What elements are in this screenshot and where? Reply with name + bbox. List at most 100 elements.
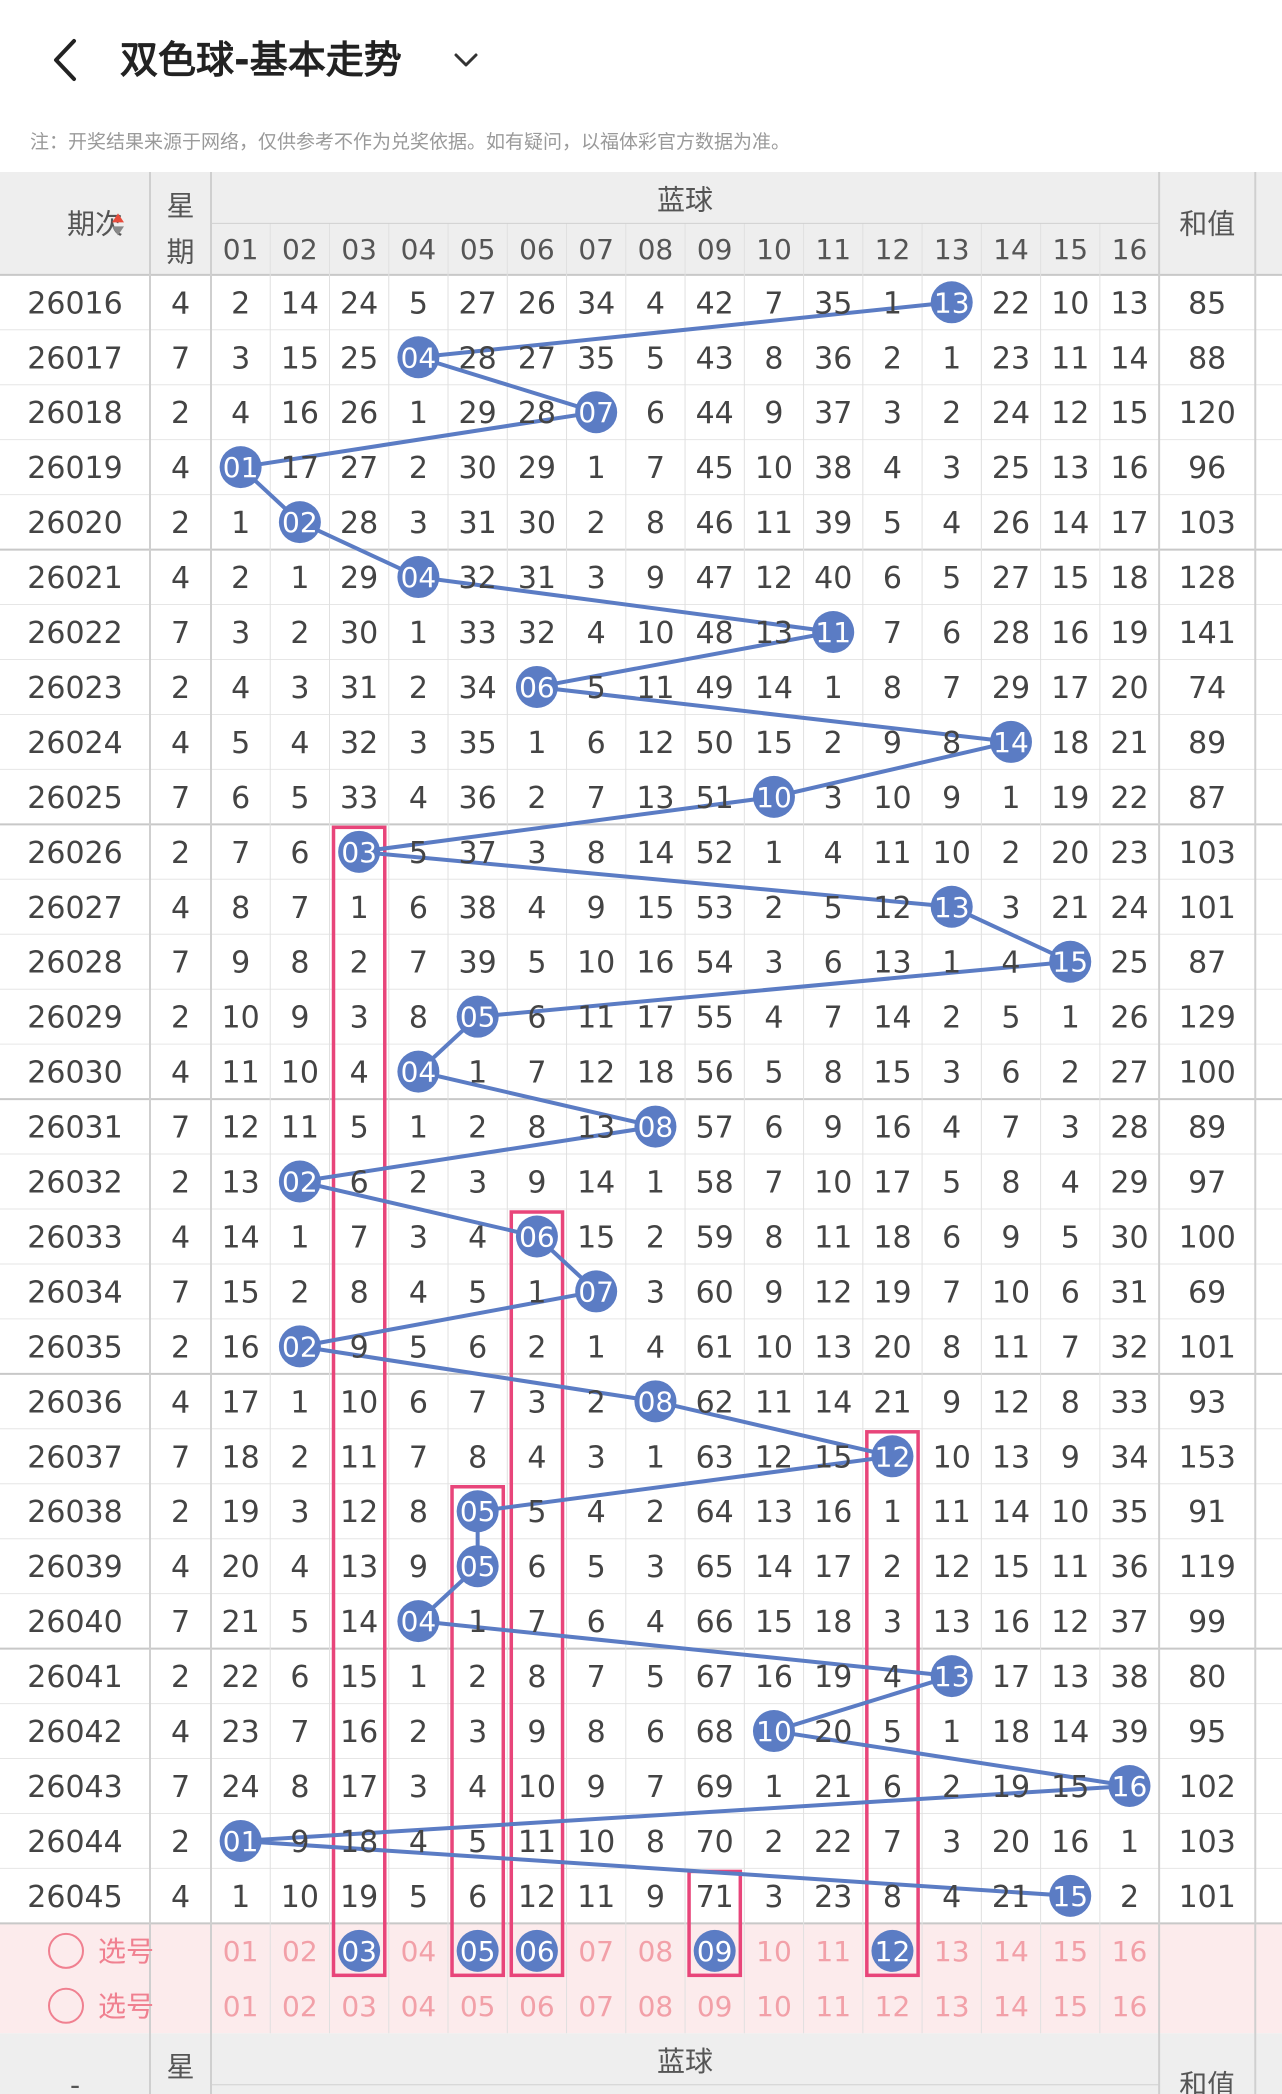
omission-cell: 7 [646,451,665,486]
omission-cell: 3 [587,561,606,596]
selectable-number[interactable]: 04 [401,1935,437,1968]
selectable-number[interactable]: 02 [282,1990,318,2023]
omission-cell: 7 [587,1660,606,1695]
sort-down-icon[interactable] [112,226,124,236]
selectable-number[interactable]: 01 [223,1990,259,2023]
selectable-number[interactable]: 07 [578,1935,614,1968]
omission-cell: 2 [587,506,606,541]
select-rows-bg [0,1923,1282,2034]
omission-cell: 4 [409,1825,428,1860]
omission-cell: 2 [764,1825,783,1860]
omission-cell: 1 [1061,1001,1080,1036]
selected-ball[interactable] [515,1929,558,1972]
selectable-number[interactable]: 07 [578,1990,614,2023]
number-column-header: 09 [697,233,733,266]
omission-cell: 14 [1051,1715,1089,1750]
omission-cell: 2 [468,1660,487,1695]
omission-cell: 8 [468,1440,487,1475]
omission-cell: 4 [468,1220,487,1255]
omission-cell: 12 [636,726,674,761]
omission-cell: 5 [468,1825,487,1860]
omission-cell: 7 [883,616,902,651]
omission-cell: 3 [350,1001,369,1036]
selectable-number[interactable]: 15 [1052,1990,1088,2023]
omission-cell: 11 [577,1880,615,1915]
selectable-number[interactable]: 10 [756,1990,792,2023]
blue-ball-hit [1049,1874,1092,1917]
omission-cell: 21 [992,1880,1030,1915]
omission-cell: 4 [883,451,902,486]
period-cell: 26031 [27,1111,122,1146]
omission-cell: 2 [290,1440,309,1475]
omission-cell: 8 [942,1330,961,1365]
omission-cell: 3 [942,1056,961,1091]
week-cell: 7 [171,1605,190,1640]
omission-cell: 53 [696,891,734,926]
week-cell: 4 [171,891,190,926]
omission-cell: 4 [350,1056,369,1091]
selectable-number[interactable]: 01 [223,1935,259,1968]
omission-cell: 10 [873,781,911,816]
selectable-number[interactable]: 10 [756,1935,792,1968]
period-cell: 26019 [27,451,122,486]
selectable-number[interactable]: 15 [1052,1935,1088,1968]
omission-cell: 63 [696,1440,734,1475]
omission-cell: 1 [409,396,428,431]
selectable-number[interactable]: 02 [282,1935,318,1968]
blue-ball-hit [930,1655,973,1698]
sum-cell: 103 [1179,836,1236,871]
omission-cell: 6 [587,1605,606,1640]
selectable-number[interactable]: 08 [638,1990,674,2023]
omission-cell: 1 [290,561,309,596]
omission-cell: 9 [290,1825,309,1860]
selectable-number[interactable]: 13 [934,1935,970,1968]
omission-cell: 1 [942,946,961,981]
omission-cell: 16 [1051,1825,1089,1860]
selectable-number[interactable]: 14 [993,1935,1029,1968]
period-cell: 26020 [27,506,122,541]
omission-cell: 11 [933,1495,971,1530]
selectable-number[interactable]: 11 [815,1935,851,1968]
selected-ball[interactable] [693,1929,736,1972]
select-radio[interactable] [48,1987,84,2024]
selectable-number[interactable]: 12 [875,1990,911,2023]
selectable-number[interactable]: 13 [934,1990,970,2023]
omission-cell: 39 [1110,1715,1148,1750]
selectable-number[interactable]: 05 [460,1990,496,2023]
omission-cell: 6 [646,396,665,431]
blue-ball-hit [930,885,973,928]
omission-cell: 27 [992,561,1030,596]
omission-cell: 16 [1110,451,1148,486]
selected-ball[interactable] [338,1929,381,1972]
select-radio[interactable] [48,1932,84,1969]
back-button[interactable] [40,30,90,90]
week-cell: 2 [171,1166,190,1201]
selectable-number[interactable]: 11 [815,1990,851,2023]
blue-ball-hit [456,1545,499,1588]
sort-up-icon[interactable] [112,213,124,223]
period-cell: 26018 [27,396,122,431]
omission-cell: 26 [992,506,1030,541]
week-cell: 7 [171,616,190,651]
week-header-bottom: 期 [166,235,194,268]
selectable-number[interactable]: 04 [401,1990,437,2023]
selectable-number[interactable]: 06 [519,1990,555,2023]
selectable-number[interactable]: 03 [341,1990,377,2023]
selectable-number[interactable]: 16 [1112,1935,1148,1968]
selectable-number[interactable]: 16 [1112,1990,1148,2023]
omission-cell: 9 [646,1880,665,1915]
selectable-number[interactable]: 09 [697,1990,733,2023]
omission-cell: 33 [459,616,497,651]
omission-cell: 7 [1001,1111,1020,1146]
omission-cell: 17 [873,1166,911,1201]
omission-cell: 15 [1110,396,1148,431]
selected-ball[interactable] [871,1929,914,1972]
week-cell: 4 [171,1220,190,1255]
omission-cell: 4 [527,1440,546,1475]
selectable-number[interactable]: 08 [638,1935,674,1968]
omission-cell: 2 [527,781,546,816]
selectable-number[interactable]: 14 [993,1990,1029,2023]
title-dropdown-button[interactable] [448,38,484,82]
blue-ball-number: 04 [401,1605,437,1638]
selected-ball[interactable] [456,1929,499,1972]
